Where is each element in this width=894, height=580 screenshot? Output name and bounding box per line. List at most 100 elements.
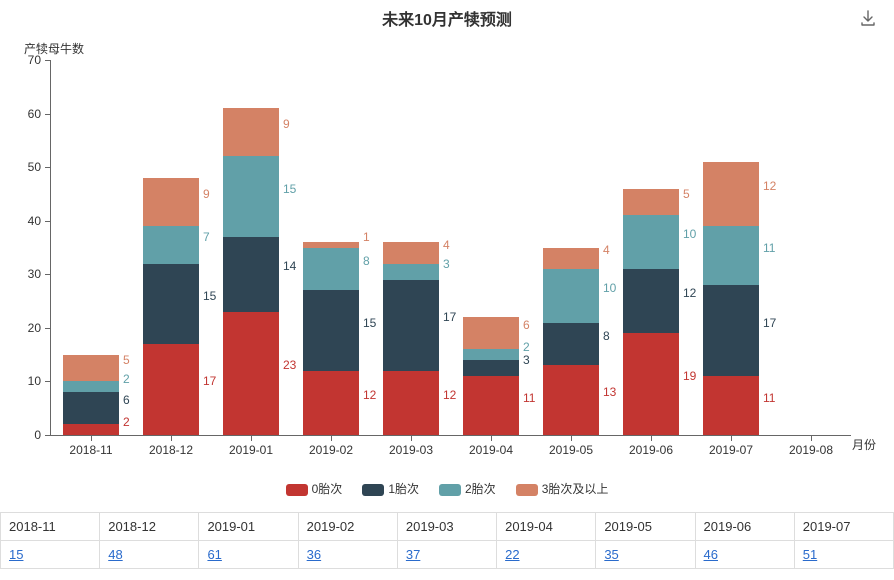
table-cell: 36 — [298, 541, 397, 569]
bar-segment[interactable] — [623, 189, 679, 216]
bar-segment[interactable] — [703, 285, 759, 376]
bar-segment-value: 3 — [443, 257, 450, 271]
bar-segment[interactable] — [463, 349, 519, 360]
table-link[interactable]: 22 — [505, 547, 519, 562]
table-link[interactable]: 61 — [207, 547, 221, 562]
bar-segment[interactable] — [143, 226, 199, 264]
bar-segment-value: 4 — [603, 243, 610, 257]
bar-segment[interactable] — [303, 242, 359, 247]
bar-segment-value: 12 — [443, 388, 456, 402]
y-tick — [45, 221, 51, 222]
bar-segment[interactable] — [383, 280, 439, 371]
bar-segment[interactable] — [703, 162, 759, 226]
table-link[interactable]: 51 — [803, 547, 817, 562]
y-tick — [45, 381, 51, 382]
bar-segment-value: 10 — [683, 227, 696, 241]
bar-segment[interactable] — [63, 392, 119, 424]
table-link[interactable]: 48 — [108, 547, 122, 562]
x-tick — [171, 435, 172, 441]
bar-segment[interactable] — [463, 360, 519, 376]
bar-segment[interactable] — [623, 333, 679, 435]
x-tick — [571, 435, 572, 441]
bar-segment[interactable] — [303, 248, 359, 291]
bar-segment-value: 6 — [523, 318, 530, 332]
bar-segment[interactable] — [383, 242, 439, 263]
bar-segment[interactable] — [383, 264, 439, 280]
bar-segment[interactable] — [223, 156, 279, 236]
table-link[interactable]: 35 — [604, 547, 618, 562]
table-header-cell: 2019-02 — [298, 513, 397, 541]
bar-segment[interactable] — [303, 290, 359, 370]
bar-segment-value: 7 — [203, 230, 210, 244]
x-tick-label: 2018-11 — [69, 443, 112, 457]
table-link[interactable]: 15 — [9, 547, 23, 562]
bar-segment[interactable] — [543, 365, 599, 435]
table-link[interactable]: 37 — [406, 547, 420, 562]
bar-segment[interactable] — [543, 269, 599, 323]
bar-segment[interactable] — [223, 108, 279, 156]
bar-segment-value: 5 — [683, 187, 690, 201]
table-cell: 61 — [199, 541, 298, 569]
legend-item[interactable]: 0胎次 — [286, 480, 343, 497]
bar-segment[interactable] — [543, 248, 599, 269]
bar-segment[interactable] — [383, 371, 439, 435]
bar-segment[interactable] — [463, 376, 519, 435]
y-tick-label: 30 — [28, 267, 41, 281]
y-tick — [45, 167, 51, 168]
x-tick-label: 2019-03 — [389, 443, 433, 457]
bar-segment[interactable] — [63, 424, 119, 435]
download-icon[interactable] — [860, 10, 876, 26]
legend-swatch — [516, 484, 538, 496]
bar-segment-value: 5 — [123, 353, 130, 367]
bar-segment[interactable] — [63, 381, 119, 392]
bar-segment-value: 6 — [123, 393, 130, 407]
bar-segment[interactable] — [143, 264, 199, 344]
x-tick — [251, 435, 252, 441]
bar-segment[interactable] — [223, 237, 279, 312]
bar-segment-value: 3 — [523, 353, 530, 367]
legend-swatch — [286, 484, 308, 496]
table-cell: 15 — [1, 541, 100, 569]
x-tick-label: 2019-01 — [229, 443, 273, 457]
bar-segment-value: 2 — [123, 415, 130, 429]
x-tick-label: 2019-08 — [789, 443, 833, 457]
table-cell: 46 — [695, 541, 794, 569]
bar-segment[interactable] — [143, 344, 199, 435]
bar-segment[interactable] — [703, 226, 759, 285]
y-tick-label: 40 — [28, 214, 41, 228]
bar-segment[interactable] — [703, 376, 759, 435]
bar-segment-value: 19 — [683, 369, 696, 383]
bar-segment-value: 13 — [603, 385, 616, 399]
bar-segment-value: 15 — [363, 316, 376, 330]
legend-item[interactable]: 1胎次 — [362, 480, 419, 497]
bar-segment-value: 11 — [763, 391, 775, 405]
table-link[interactable]: 36 — [307, 547, 321, 562]
table-cell: 35 — [596, 541, 695, 569]
bar-segment[interactable] — [463, 317, 519, 349]
bar-segment[interactable] — [223, 312, 279, 435]
bar-segment[interactable] — [63, 355, 119, 382]
table-link[interactable]: 46 — [704, 547, 718, 562]
bar-segment-value: 12 — [683, 286, 696, 300]
x-tick — [411, 435, 412, 441]
bar-segment-value: 17 — [763, 316, 776, 330]
bar-segment[interactable] — [303, 371, 359, 435]
table-header-cell: 2019-07 — [794, 513, 893, 541]
bar-segment-value: 9 — [203, 187, 210, 201]
x-tick-label: 2019-06 — [629, 443, 673, 457]
x-tick-label: 2019-07 — [709, 443, 753, 457]
bar-segment[interactable] — [623, 269, 679, 333]
bar-segment-value: 8 — [603, 329, 610, 343]
x-tick — [731, 435, 732, 441]
legend-item[interactable]: 2胎次 — [439, 480, 496, 497]
legend-label: 0胎次 — [312, 482, 343, 496]
y-tick — [45, 435, 51, 436]
table-cell: 51 — [794, 541, 893, 569]
legend-item[interactable]: 3胎次及以上 — [516, 480, 609, 497]
bar-segment[interactable] — [543, 323, 599, 366]
bar-segment[interactable] — [623, 215, 679, 269]
bar-segment-value: 8 — [363, 254, 370, 268]
bar-segment[interactable] — [143, 178, 199, 226]
chart-plot-area: 0102030405060702018-1126252018-121715792… — [50, 60, 851, 436]
bar-segment-value: 15 — [283, 182, 296, 196]
